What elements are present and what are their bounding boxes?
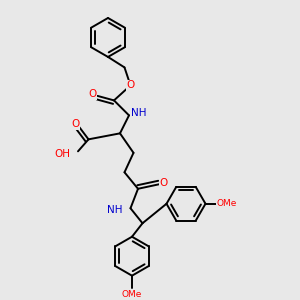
Text: OMe: OMe (216, 199, 237, 208)
Text: NH: NH (106, 205, 122, 215)
Text: OH: OH (55, 149, 70, 159)
Text: NH: NH (131, 108, 146, 118)
Text: O: O (71, 119, 79, 129)
Text: O: O (126, 80, 135, 90)
Text: O: O (88, 89, 96, 99)
Text: O: O (159, 178, 168, 188)
Text: OMe: OMe (122, 290, 142, 299)
